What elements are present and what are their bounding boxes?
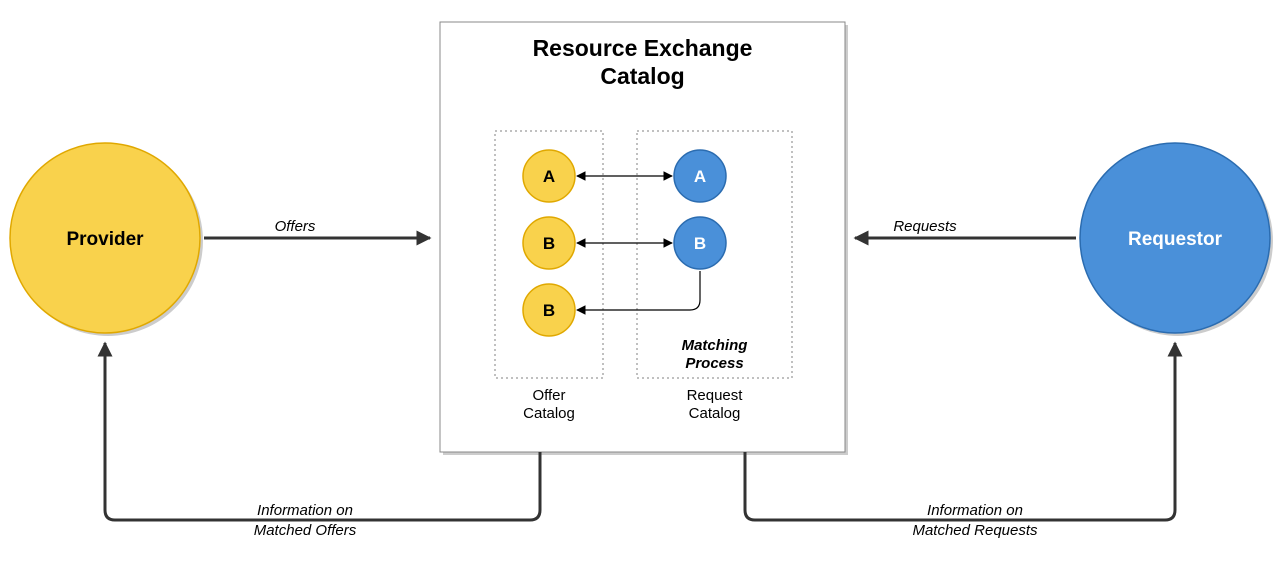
request-node-rB-label: B xyxy=(694,234,706,253)
requestor-label: Requestor xyxy=(1128,229,1223,250)
info-offers-label2: Matched Offers xyxy=(254,522,357,539)
provider-label: Provider xyxy=(66,229,144,250)
matching-label-1: Matching xyxy=(682,337,748,354)
offer-node-oB2-label: B xyxy=(543,301,555,320)
matching-label-2: Process xyxy=(685,355,743,372)
offer-node-oA-label: A xyxy=(543,167,555,186)
offer-node-oB1-label: B xyxy=(543,234,555,253)
catalog-title-line2: Catalog xyxy=(600,63,684,89)
request-catalog-box-label1: Request xyxy=(687,387,744,404)
request-node-rA-label: A xyxy=(694,167,706,186)
info-offers-label1: Information on xyxy=(257,502,353,519)
offers-label: Offers xyxy=(275,218,316,235)
offer-catalog-box-label2: Catalog xyxy=(523,405,575,422)
request-catalog-box-label2: Catalog xyxy=(689,405,741,422)
info-requests-label2: Matched Requests xyxy=(912,522,1038,539)
catalog-title-line1: Resource Exchange xyxy=(533,35,753,61)
info-requests-label1: Information on xyxy=(927,502,1023,519)
requests-label: Requests xyxy=(893,218,957,235)
offer-catalog-box-label1: Offer xyxy=(532,387,565,404)
